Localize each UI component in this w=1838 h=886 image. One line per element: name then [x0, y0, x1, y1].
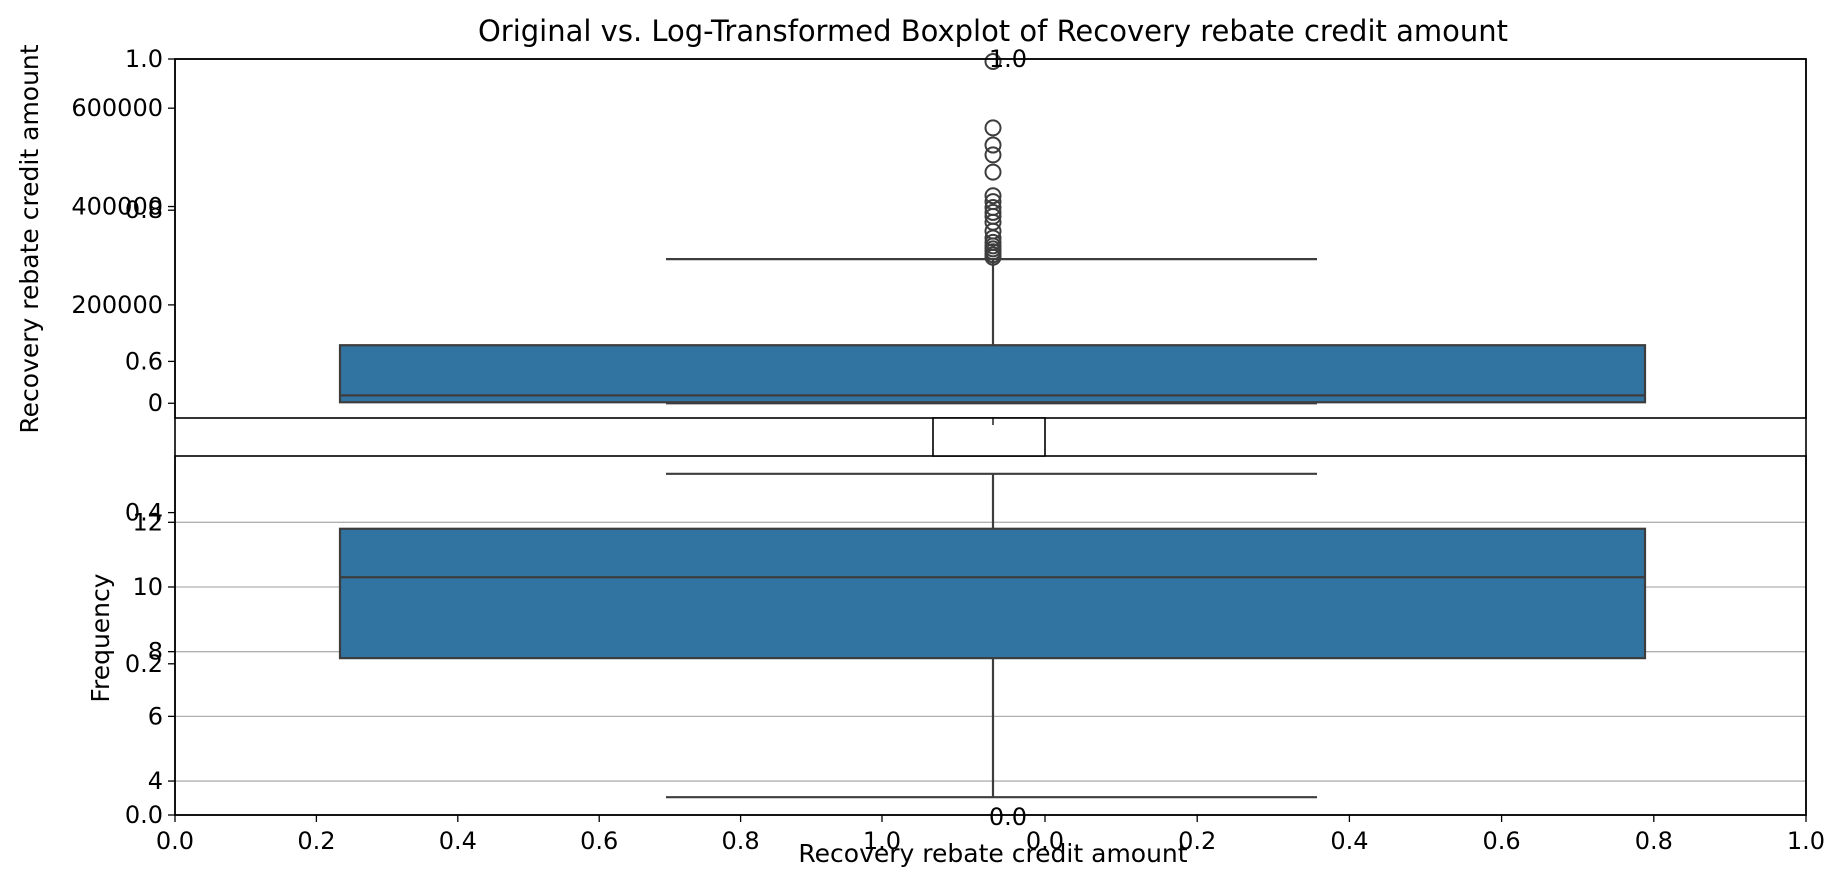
x-tick-label: 0.4: [439, 827, 477, 855]
log-y-tick-label: 8: [148, 638, 163, 666]
log-y-tick-label: 12: [132, 508, 163, 536]
original-box: [338, 344, 1647, 404]
log-y-tick-label: 6: [148, 702, 163, 730]
chart-title: Original vs. Log-Transformed Boxplot of …: [478, 14, 1508, 48]
y-tick-label: 0.8: [125, 196, 163, 224]
boxplot-layer: [338, 52, 1647, 799]
x2-tick-label: 1.0: [1787, 827, 1825, 855]
x-tick-label: 0.8: [722, 827, 760, 855]
original-y-tick-label: 600000: [71, 94, 163, 122]
axes-layer: [174, 58, 1807, 816]
inset-y-tick-label: 1.0: [989, 45, 1027, 73]
original-outlier: [984, 146, 1002, 164]
y-tick-label: 0.2: [125, 650, 163, 678]
x-tick-label: 0.6: [580, 827, 618, 855]
y-axis-label-log: Frequency: [86, 573, 115, 702]
x-axis-label: Recovery rebate credit amount: [798, 839, 1187, 868]
original-outlier: [984, 203, 1002, 221]
y-tick-label: 0.6: [125, 347, 163, 375]
y-tick-label: 0.4: [125, 499, 163, 527]
inset-x-tick-label: 0.0: [989, 803, 1027, 831]
log-y-tick-label: 10: [132, 573, 163, 601]
original-outlier: [984, 52, 1002, 70]
original-outlier: [984, 199, 1002, 217]
original-outlier: [984, 163, 1002, 181]
y-tick-label: 1.0: [125, 45, 163, 73]
original-y-tick-label: 400000: [71, 193, 163, 221]
x2-tick-label: 0.8: [1635, 827, 1673, 855]
original-outlier: [984, 136, 1002, 154]
x2-tick-label: 0.6: [1483, 827, 1521, 855]
x2-tick-label: 0.0: [1026, 827, 1064, 855]
y-tick-label: 0.0: [125, 801, 163, 829]
original-y-tick-label: 200000: [71, 291, 163, 319]
y-axis-label-original: Recovery rebate credit amount: [15, 44, 44, 433]
original-outlier: [984, 187, 1002, 205]
x-tick-label: 0.2: [297, 827, 335, 855]
log-box: [338, 527, 1647, 660]
x-tick-label: 1.0: [863, 827, 901, 855]
original-outlier: [984, 119, 1002, 137]
x2-tick-label: 0.2: [1178, 827, 1216, 855]
log-y-tick-label: 4: [148, 767, 163, 795]
original-y-tick-label: 0: [148, 389, 163, 417]
x-tick-label: 0.0: [156, 827, 194, 855]
tick-layer: 0.0 0.2 0.4 0.6 0.8 1.00.00.20.40.60.81.00.0 0…: [71, 45, 1825, 855]
inset-axes-frame: [932, 417, 1046, 457]
original-outlier: [984, 193, 1002, 211]
x2-tick-label: 0.4: [1330, 827, 1368, 855]
original-outlier: [984, 233, 1002, 251]
